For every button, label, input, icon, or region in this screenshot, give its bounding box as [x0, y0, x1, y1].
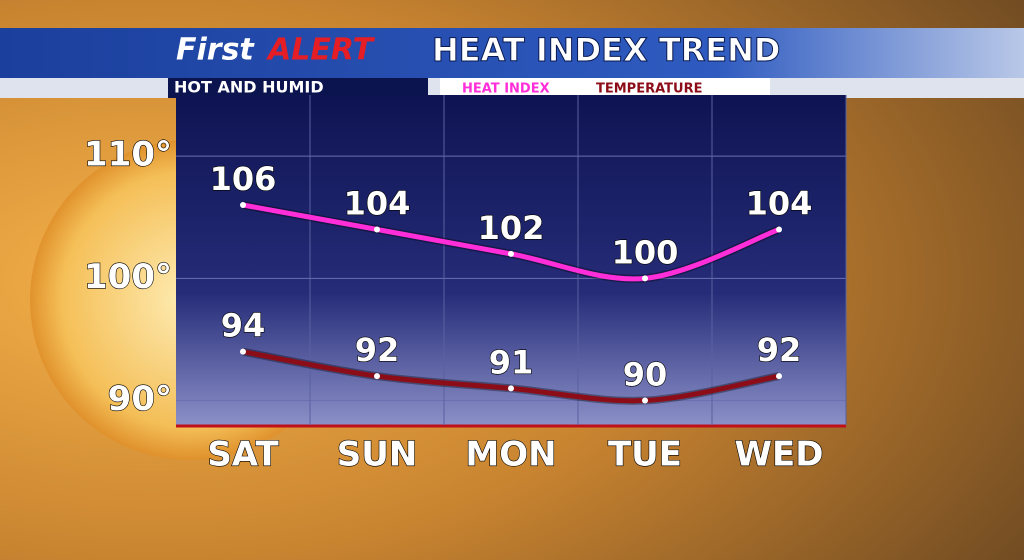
data-label: 100: [612, 233, 679, 271]
data-point: [240, 348, 246, 355]
logo-alert: ALERT: [266, 33, 376, 68]
title-banner: [0, 28, 1024, 78]
data-label: 104: [746, 184, 813, 222]
data-point: [642, 397, 648, 404]
data-point: [508, 385, 514, 392]
plot-area: [176, 95, 846, 425]
logo-first: First: [176, 33, 255, 68]
data-point: [240, 202, 246, 208]
data-label: 104: [344, 184, 411, 222]
legend-label: HEAT INDEX: [462, 82, 550, 97]
y-tick-label: 110°: [84, 135, 172, 175]
data-label: 92: [757, 331, 802, 369]
data-point: [374, 373, 380, 380]
data-label: 106: [210, 160, 277, 198]
chart-subtitle: HOT AND HUMID: [174, 78, 324, 97]
data-point: [374, 226, 380, 233]
x-tick-label: SUN: [337, 435, 418, 475]
y-tick-label: 90°: [108, 379, 172, 419]
data-label: 91: [489, 343, 534, 381]
data-point: [508, 250, 514, 257]
legend-box: [440, 78, 770, 98]
y-tick-label: 100°: [84, 257, 172, 297]
x-tick-label: WED: [735, 435, 824, 475]
x-tick-label: MON: [465, 435, 556, 475]
legend-label: TEMPERATURE: [596, 82, 702, 97]
data-label: 94: [221, 307, 266, 345]
data-point: [776, 373, 782, 380]
x-tick-label: TUE: [608, 435, 682, 475]
subtitle-box: [168, 78, 428, 98]
data-point: [642, 275, 648, 282]
data-label: 90: [623, 356, 668, 394]
chart-title: HEAT INDEX TREND: [432, 31, 780, 69]
data-point: [776, 226, 782, 233]
data-label: 92: [355, 331, 400, 369]
x-tick-label: SAT: [207, 435, 279, 475]
data-label: 102: [478, 209, 545, 247]
